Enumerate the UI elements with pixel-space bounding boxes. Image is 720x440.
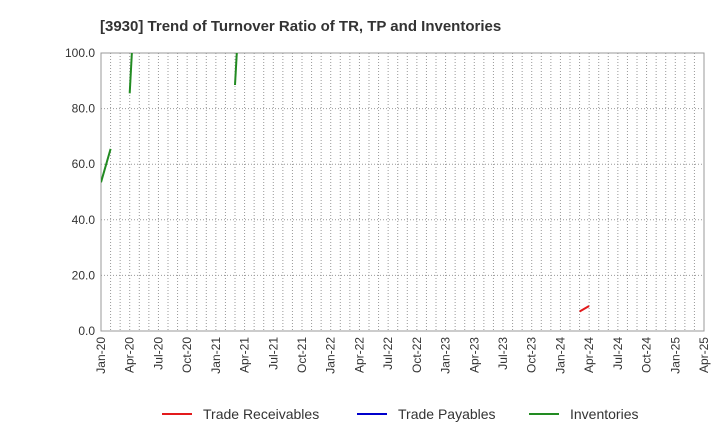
- x-tick-label: Jul-24: [611, 337, 625, 370]
- x-tick-label: Apr-22: [352, 337, 366, 373]
- x-tick-label: Jul-20: [151, 337, 165, 370]
- x-tick-label: Apr-23: [467, 337, 481, 373]
- x-tick-label: Oct-20: [180, 337, 194, 373]
- x-tick-label: Jul-22: [381, 337, 395, 370]
- y-tick-label: 100.0: [65, 46, 95, 60]
- y-tick-label: 80.0: [72, 102, 96, 116]
- chart-title: [3930] Trend of Turnover Ratio of TR, TP…: [100, 18, 501, 35]
- series-inventories: [101, 53, 238, 183]
- series-line: [101, 148, 112, 183]
- grid: [100, 52, 705, 332]
- legend-label: Trade Receivables: [203, 406, 319, 422]
- x-tick-label: Oct-23: [525, 337, 539, 373]
- x-tick-label: Jan-21: [209, 337, 223, 374]
- y-tick-label: 60.0: [72, 157, 96, 171]
- x-tick-label: Apr-20: [123, 337, 137, 373]
- x-tick-label: Jan-20: [94, 337, 108, 374]
- series-line: [234, 53, 238, 86]
- series-line: [128, 53, 133, 94]
- series-layer: [101, 53, 590, 313]
- legend: Trade Receivables Trade Payables Inventori…: [162, 406, 638, 422]
- x-tick-label: Jul-21: [266, 337, 280, 370]
- x-tick-label: Jul-23: [496, 337, 510, 370]
- x-tick-label: Jan-22: [324, 337, 338, 374]
- y-tick-label: 20.0: [72, 268, 96, 282]
- x-tick-label: Oct-24: [640, 337, 654, 373]
- series-trade-receivables: [579, 305, 590, 313]
- x-tick-label: Jan-23: [439, 337, 453, 374]
- x-tick-label: Apr-24: [582, 337, 596, 373]
- series-line: [579, 305, 590, 313]
- x-tick-label: Apr-21: [238, 337, 252, 373]
- y-tick-label: 0.0: [78, 324, 95, 338]
- y-tick-label: 40.0: [72, 213, 96, 227]
- legend-label: Trade Payables: [398, 406, 496, 422]
- axes: 0.0 20.0 40.0 60.0 80.0 100.0 Jan-20 Apr-20 Jul-…: [65, 46, 711, 374]
- x-tick-label: Jan-25: [668, 337, 682, 374]
- legend-label: Inventories: [570, 406, 638, 422]
- x-tick-label: Apr-25: [697, 337, 711, 373]
- plot-frame: [100, 52, 705, 332]
- x-tick-label: Oct-21: [295, 337, 309, 373]
- x-tick-label: Oct-22: [410, 337, 424, 373]
- x-tick-label: Jan-24: [553, 337, 567, 374]
